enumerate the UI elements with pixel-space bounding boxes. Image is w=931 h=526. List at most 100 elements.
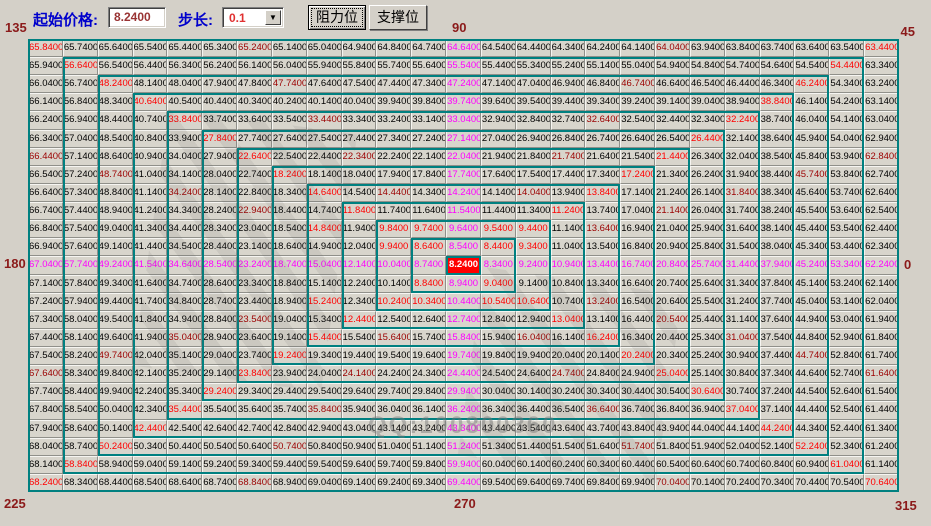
grid-cell[interactable]: 43.2400 (411, 419, 447, 438)
grid-cell[interactable]: 24.9400 (620, 365, 656, 384)
grid-cell[interactable]: 59.7400 (376, 455, 412, 474)
grid-cell[interactable]: 67.1400 (28, 274, 63, 293)
grid-cell[interactable]: 15.5400 (341, 328, 377, 348)
grid-cell[interactable]: 9.7400 (411, 220, 447, 239)
grid-cell[interactable]: 37.4400 (759, 347, 795, 366)
grid-cell[interactable]: 52.4400 (829, 419, 865, 438)
grid-cell[interactable]: 52.1400 (759, 437, 795, 456)
grid-cell[interactable]: 36.2400 (446, 401, 481, 420)
grid-cell[interactable]: 19.8400 (480, 347, 516, 366)
grid-cell[interactable]: 46.6400 (655, 75, 690, 94)
grid-cell[interactable]: 39.8400 (411, 93, 447, 112)
grid-cell[interactable]: 35.8400 (306, 401, 342, 420)
grid-cell[interactable]: 53.9400 (829, 147, 865, 166)
grid-cell[interactable]: 39.9400 (376, 93, 412, 112)
grid-cell[interactable]: 20.9400 (655, 238, 690, 257)
grid-cell[interactable]: 66.4400 (28, 147, 63, 166)
grid-cell[interactable]: 39.3400 (585, 93, 621, 112)
grid-cell[interactable]: 55.6400 (411, 57, 447, 76)
grid-cell[interactable]: 57.0400 (62, 129, 98, 148)
grid-cell[interactable]: 58.5400 (62, 401, 98, 420)
grid-cell[interactable]: 46.5400 (689, 75, 725, 94)
grid-cell[interactable]: 67.7400 (28, 383, 63, 402)
grid-cell[interactable]: 46.2400 (794, 75, 830, 94)
grid-cell[interactable]: 64.1400 (620, 39, 656, 58)
grid-cell[interactable]: 20.0400 (550, 347, 586, 366)
grid-cell[interactable]: 57.1400 (62, 147, 98, 166)
grid-cell[interactable]: 49.8400 (97, 365, 133, 384)
grid-cell[interactable]: 39.2400 (620, 93, 656, 112)
grid-cell[interactable]: 59.2400 (202, 455, 238, 474)
grid-cell[interactable]: 47.2400 (446, 75, 481, 94)
grid-cell[interactable]: 11.0400 (550, 238, 586, 257)
grid-cell[interactable]: 9.6400 (446, 220, 481, 239)
grid-cell[interactable]: 22.8400 (237, 183, 272, 203)
grid-cell[interactable]: 8.9400 (446, 274, 481, 293)
grid-cell[interactable]: 11.7400 (376, 202, 412, 221)
grid-cell[interactable]: 42.0400 (132, 347, 168, 366)
grid-cell[interactable]: 58.0400 (62, 310, 98, 329)
grid-cell[interactable]: 56.2400 (202, 57, 238, 76)
grid-cell[interactable]: 39.1400 (655, 93, 690, 112)
grid-cell[interactable]: 45.3400 (794, 238, 830, 257)
grid-cell[interactable]: 68.9400 (271, 473, 307, 492)
grid-cell[interactable]: 36.1400 (411, 401, 447, 420)
grid-cell[interactable]: 48.4400 (97, 111, 133, 130)
grid-cell[interactable]: 63.7400 (759, 39, 795, 58)
grid-cell[interactable]: 37.3400 (759, 365, 795, 384)
grid-cell[interactable]: 11.3400 (515, 202, 551, 221)
grid-cell[interactable]: 13.2400 (585, 292, 621, 311)
grid-cell[interactable]: 35.0400 (167, 328, 203, 348)
grid-cell[interactable]: 64.6400 (446, 39, 481, 58)
grid-cell[interactable]: 31.6400 (724, 220, 760, 239)
grid-cell[interactable]: 21.4400 (655, 147, 690, 166)
grid-cell[interactable]: 37.8400 (759, 274, 795, 293)
grid-cell[interactable]: 68.7400 (202, 473, 238, 492)
grid-cell[interactable]: 15.9400 (480, 328, 516, 348)
grid-cell[interactable]: 52.6400 (829, 383, 865, 402)
grid-cell[interactable]: 14.3400 (411, 183, 447, 203)
grid-cell[interactable]: 16.0400 (515, 328, 551, 348)
grid-cell[interactable]: 18.0400 (341, 165, 377, 184)
grid-cell[interactable]: 41.6400 (132, 274, 168, 293)
grid-cell[interactable]: 47.6400 (306, 75, 342, 94)
grid-cell[interactable]: 62.4400 (864, 220, 899, 239)
grid-cell[interactable]: 41.2400 (132, 202, 168, 221)
grid-cell[interactable]: 62.8400 (864, 147, 899, 166)
grid-cell[interactable]: 58.8400 (62, 455, 98, 474)
grid-cell[interactable]: 51.3400 (480, 437, 516, 456)
grid-cell[interactable]: 52.9400 (829, 328, 865, 348)
grid-cell[interactable]: 30.2400 (550, 383, 586, 402)
grid-cell[interactable]: 47.8400 (237, 75, 272, 94)
grid-cell[interactable]: 25.1400 (689, 365, 725, 384)
grid-cell[interactable]: 45.8400 (794, 147, 830, 166)
grid-cell[interactable]: 56.0400 (271, 57, 307, 76)
grid-cell[interactable]: 22.3400 (341, 147, 377, 166)
grid-cell[interactable]: 46.0400 (794, 111, 830, 130)
grid-cell[interactable]: 19.7400 (446, 347, 481, 366)
grid-cell[interactable]: 18.1400 (306, 165, 342, 184)
grid-cell[interactable]: 27.4400 (341, 129, 377, 148)
grid-cell[interactable]: 30.1400 (515, 383, 551, 402)
grid-cell[interactable]: 25.5400 (689, 292, 725, 311)
grid-cell[interactable]: 47.5400 (341, 75, 377, 94)
grid-cell[interactable]: 40.2400 (271, 93, 307, 112)
grid-cell[interactable]: 10.9400 (550, 256, 586, 275)
grid-cell[interactable]: 13.6400 (585, 220, 621, 239)
grid-cell[interactable]: 67.8400 (28, 401, 63, 420)
grid-cell[interactable]: 55.0400 (620, 57, 656, 76)
grid-cell[interactable]: 65.0400 (306, 39, 342, 58)
grid-cell[interactable]: 45.2400 (794, 256, 830, 275)
grid-cell[interactable]: 9.5400 (480, 220, 516, 239)
grid-cell[interactable]: 45.4400 (794, 220, 830, 239)
grid-cell[interactable]: 42.7400 (237, 419, 272, 438)
grid-cell[interactable]: 41.0400 (132, 165, 168, 184)
grid-cell[interactable]: 23.6400 (237, 328, 272, 348)
grid-cell[interactable]: 29.3400 (237, 383, 272, 402)
grid-cell[interactable]: 14.5400 (341, 183, 377, 203)
grid-cell[interactable]: 52.2400 (794, 437, 830, 456)
grid-cell[interactable]: 16.4400 (620, 310, 656, 329)
grid-cell[interactable]: 14.0400 (515, 183, 551, 203)
grid-cell[interactable]: 24.8400 (585, 365, 621, 384)
grid-cell[interactable]: 53.3400 (829, 256, 865, 275)
